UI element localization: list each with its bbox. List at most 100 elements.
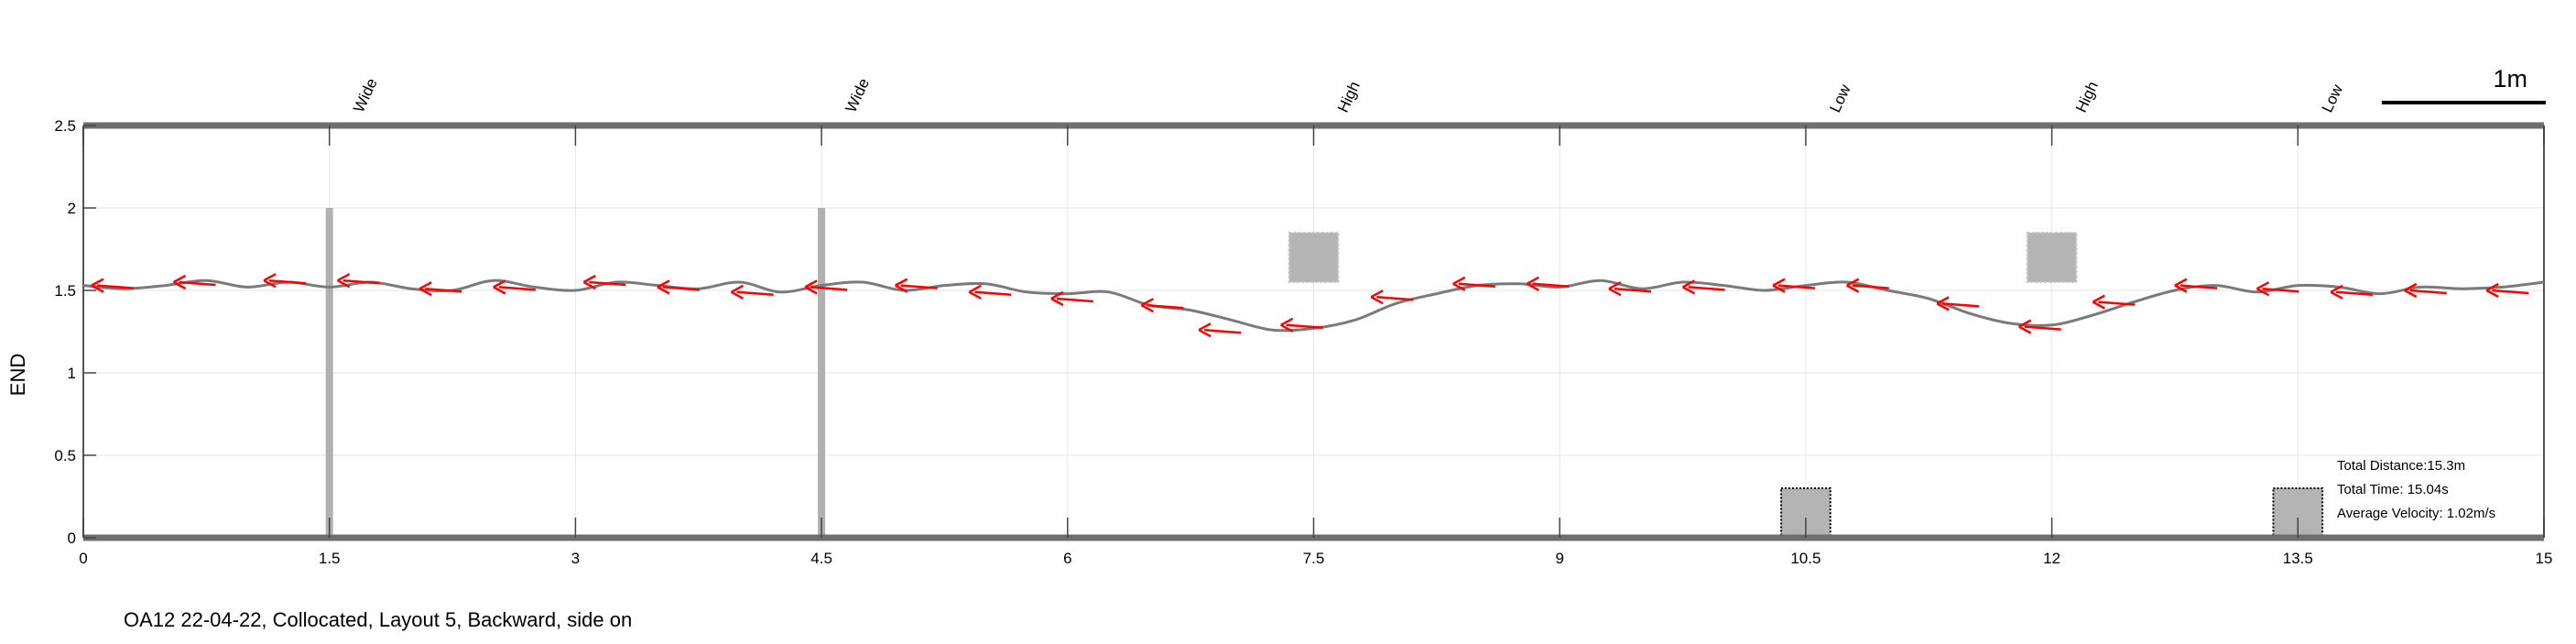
grid-lines xyxy=(83,126,2544,538)
high-obstacle xyxy=(1288,232,1340,283)
direction-arrow-shaft xyxy=(810,286,848,291)
direction-arrow-head xyxy=(263,273,277,289)
average-velocity: Average Velocity: 1.02m/s xyxy=(2337,506,2495,521)
direction-arrow-shaft xyxy=(2262,287,2299,293)
direction-arrow-head xyxy=(1370,289,1384,305)
x-tick-label: 1.5 xyxy=(319,550,341,567)
direction-arrow-shaft xyxy=(2098,300,2136,306)
direction-arrow-head xyxy=(1050,290,1064,307)
direction-arrow-head xyxy=(418,281,432,297)
direction-arrow-shaft xyxy=(179,280,216,287)
direction-arrow xyxy=(493,279,536,295)
direction-arrow-shaft xyxy=(974,290,1012,297)
direction-arrow-shaft xyxy=(662,286,701,291)
direction-arrow-shaft xyxy=(1852,284,1889,289)
total-distance: Total Distance:15.3m xyxy=(2337,458,2465,474)
direction-arrow-shaft xyxy=(1614,287,1652,293)
obstacle-label: High xyxy=(1334,79,1364,115)
direction-arrow-head xyxy=(2485,282,2499,299)
x-tick-label: 0 xyxy=(79,550,87,567)
chart-caption: OA12 22-04-22, Collocated, Layout 5, Bac… xyxy=(124,608,633,631)
trajectory-line xyxy=(82,278,2545,333)
y-tick-label: 0.5 xyxy=(54,447,76,464)
direction-arrow-head xyxy=(2174,278,2188,293)
direction-arrow-head xyxy=(2018,319,2032,334)
y-tick-label: 2.5 xyxy=(54,117,76,135)
direction-arrow-shaft xyxy=(342,278,380,285)
y-tick-label: 0 xyxy=(68,529,76,547)
direction-arrow xyxy=(804,279,848,295)
direction-arrow-head xyxy=(337,273,351,289)
direction-arrow xyxy=(1198,322,1242,338)
wide-obstacle xyxy=(818,208,826,538)
direction-arrow-head xyxy=(1198,322,1212,338)
direction-arrow-shaft xyxy=(268,278,307,285)
direction-arrow-head xyxy=(1526,276,1539,291)
direction-arrow xyxy=(418,281,462,297)
direction-arrow-head xyxy=(2330,284,2343,300)
direction-arrow-shaft xyxy=(96,284,135,289)
y-tick-label: 1.5 xyxy=(54,282,76,300)
x-tick-label: 13.5 xyxy=(2283,550,2313,567)
direction-arrow xyxy=(1140,298,1184,313)
scale-bar-label: 1m xyxy=(2493,65,2527,93)
direction-arrow-head xyxy=(1608,281,1622,297)
wide-obstacle xyxy=(325,208,333,538)
direction-arrow-shaft xyxy=(900,284,938,289)
obstacles xyxy=(325,208,2324,539)
direction-arrow-shaft xyxy=(2179,284,2218,289)
direction-arrow-shaft xyxy=(1204,328,1242,334)
direction-arrow xyxy=(2485,282,2529,299)
direction-arrow-head xyxy=(2404,282,2418,299)
direction-arrow-shaft xyxy=(1688,286,1725,291)
axes xyxy=(82,122,2545,541)
direction-arrow-shaft xyxy=(1458,282,1495,289)
direction-arrow xyxy=(263,273,307,289)
direction-arrow-shaft xyxy=(498,286,536,291)
direction-arrow-head xyxy=(2092,294,2105,310)
direction-arrow-head xyxy=(1681,279,1696,295)
direction-arrow xyxy=(582,274,626,290)
scale-bar: 1m xyxy=(2381,65,2546,104)
high-obstacle xyxy=(2026,232,2078,283)
obstacle-label: Wide xyxy=(842,76,874,115)
trajectory-series xyxy=(82,278,2545,333)
direction-arrow xyxy=(968,284,1012,300)
direction-arrow-head xyxy=(1280,317,1294,333)
direction-arrow xyxy=(172,274,216,290)
direction-arrow-head xyxy=(1452,276,1466,291)
direction-arrow xyxy=(1526,276,1570,291)
direction-arrow xyxy=(1452,276,1495,291)
direction-arrow xyxy=(1280,317,1323,333)
direction-arrow-shaft xyxy=(736,290,774,297)
direction-arrow-shaft xyxy=(2409,289,2447,295)
direction-arrow xyxy=(2092,294,2136,310)
x-tick-label: 10.5 xyxy=(1790,550,1821,567)
direction-arrow-head xyxy=(804,279,818,295)
direction-arrow-shaft xyxy=(589,280,626,287)
direction-arrow-head xyxy=(91,278,104,293)
direction-arrow xyxy=(2174,278,2218,293)
direction-arrow-shaft xyxy=(425,287,462,293)
direction-arrow-head xyxy=(1772,278,1786,293)
direction-arrow-shaft xyxy=(2024,325,2061,331)
direction-arrow xyxy=(1050,290,1093,307)
obstacle-label: Low xyxy=(2319,82,2347,115)
direction-arrow-head xyxy=(1846,278,1860,293)
direction-arrow-shaft xyxy=(1942,302,1980,308)
direction-arrow-shaft xyxy=(1056,297,1093,303)
direction-arrow xyxy=(2404,282,2447,299)
direction-arrows xyxy=(91,273,2529,338)
direction-arrow-shaft xyxy=(1376,295,1414,301)
direction-arrow-shaft xyxy=(1147,303,1184,310)
direction-arrow-shaft xyxy=(1532,282,1570,289)
direction-arrow xyxy=(2018,319,2061,334)
direction-arrow xyxy=(1772,278,1816,293)
direction-arrow-head xyxy=(172,274,187,290)
stats-box: Total Distance:15.3m Total Time: 15.04s … xyxy=(2337,458,2495,521)
direction-arrow xyxy=(1608,281,1652,297)
obstacle-label: Wide xyxy=(350,76,381,115)
direction-arrow xyxy=(895,278,938,293)
total-time: Total Time: 15.04s xyxy=(2337,482,2449,497)
